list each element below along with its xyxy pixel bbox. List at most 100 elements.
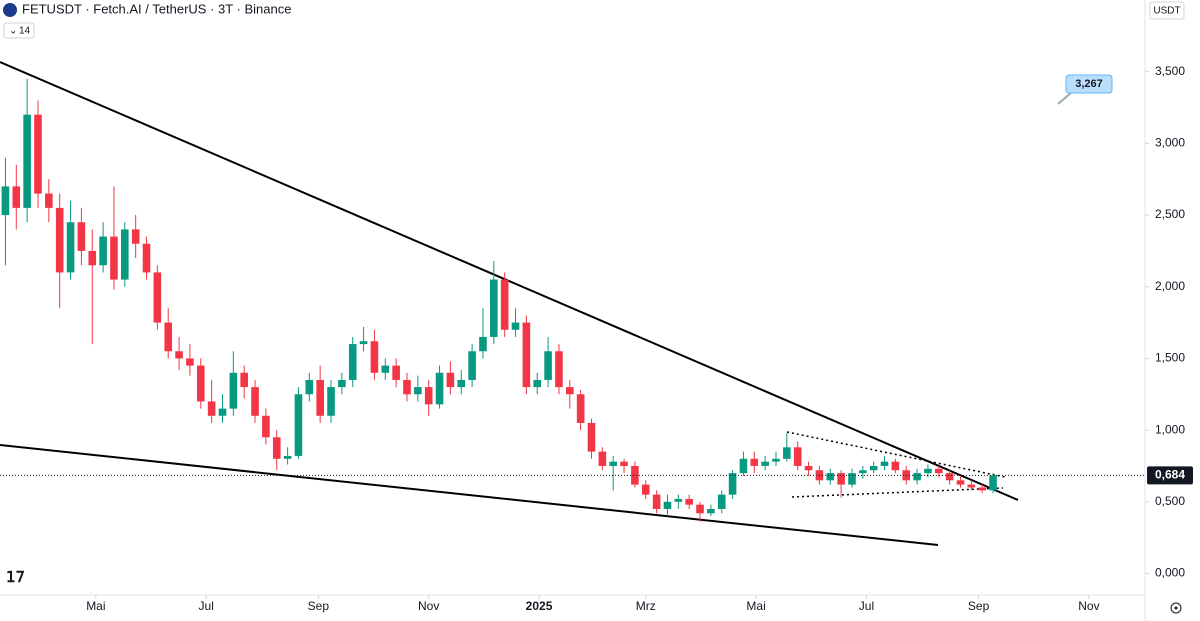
candle-body xyxy=(12,186,21,208)
candle-body xyxy=(392,365,400,380)
candle-body xyxy=(967,484,976,488)
candle-body xyxy=(924,468,932,474)
indicator-box[interactable] xyxy=(3,22,35,39)
candle-body xyxy=(66,222,75,273)
candle-body xyxy=(880,461,889,466)
candle-body xyxy=(761,461,769,466)
candle-body xyxy=(511,322,520,330)
candle-body xyxy=(305,379,314,395)
candle-body xyxy=(565,387,574,395)
x-tick-label: Mai xyxy=(746,599,765,613)
candle-body xyxy=(131,229,140,244)
candle-body xyxy=(533,379,542,388)
candle-body xyxy=(631,465,639,485)
currency-box[interactable] xyxy=(1149,1,1185,20)
candle-body xyxy=(772,458,780,462)
y-tick-label: 3,500 xyxy=(1155,64,1185,78)
candle-body xyxy=(110,236,118,280)
x-tick-label: Mai xyxy=(86,599,105,613)
candle-body xyxy=(370,341,379,373)
x-tick-label: Jul xyxy=(859,599,874,613)
candle-body xyxy=(500,279,509,330)
y-tick-label: 2,000 xyxy=(1155,279,1185,293)
x-tick-label: Jul xyxy=(199,599,214,613)
candle-body xyxy=(891,461,900,471)
candle-body xyxy=(435,372,444,405)
candle-body xyxy=(262,415,270,438)
candle-body xyxy=(359,341,368,345)
candle-body xyxy=(23,114,31,208)
candle-body xyxy=(750,458,759,466)
candle-body xyxy=(717,494,726,509)
y-tick-label: 0,000 xyxy=(1155,566,1185,580)
candle-body xyxy=(522,322,531,388)
candle-body xyxy=(587,422,596,452)
trendline-upper xyxy=(0,61,1019,501)
candle-body xyxy=(55,207,64,273)
last-price-box xyxy=(1147,466,1193,485)
candle-body xyxy=(403,379,411,395)
y-tick-label: 1,000 xyxy=(1155,422,1185,436)
candle-body xyxy=(196,365,205,402)
trendline-lower xyxy=(0,444,939,546)
x-tick-label: Nov xyxy=(418,599,439,613)
candle-body xyxy=(34,114,42,194)
candle-body xyxy=(207,401,216,416)
candle-body xyxy=(77,222,86,251)
candle-body xyxy=(728,473,737,495)
candle-body xyxy=(348,344,357,380)
candle-body xyxy=(479,336,487,352)
x-tick-label: Sep xyxy=(968,599,990,613)
candle-body xyxy=(251,387,259,416)
last-price-label: 0,684 xyxy=(1155,468,1185,482)
y-tick-label: 1,500 xyxy=(1155,351,1185,365)
triangle-lower xyxy=(791,487,1004,498)
candle-body xyxy=(283,455,292,459)
candle-body xyxy=(424,387,433,405)
candle-body xyxy=(142,243,151,273)
candle-body xyxy=(490,279,498,337)
candle-body xyxy=(945,473,954,481)
x-tick-label: Mrz xyxy=(636,599,656,613)
y-tick-label: 2,500 xyxy=(1155,207,1185,221)
candle-body xyxy=(327,387,335,416)
candle-body xyxy=(381,365,390,373)
candle-body xyxy=(837,473,845,485)
x-tick-label: Nov xyxy=(1078,599,1099,613)
candle-body xyxy=(414,387,422,395)
currency-label: USDT xyxy=(1153,6,1180,17)
candle-body xyxy=(272,437,281,459)
candle-body xyxy=(88,250,97,266)
candle-body xyxy=(446,372,455,388)
candle-body xyxy=(555,351,563,388)
annotation-text: 3,267 xyxy=(1075,78,1103,90)
candle-body xyxy=(739,458,748,474)
candle-body xyxy=(652,494,661,509)
candle-body xyxy=(164,322,173,352)
candle-body xyxy=(685,498,693,505)
triangle-upper xyxy=(786,431,1006,478)
candle-body xyxy=(576,394,585,423)
candle-body xyxy=(674,498,683,502)
candle-body xyxy=(229,372,238,409)
y-tick-label: 3,000 xyxy=(1155,136,1185,150)
candle-body xyxy=(153,272,162,323)
candle-body xyxy=(989,475,997,491)
candle-body xyxy=(804,465,813,471)
candle-body xyxy=(859,470,867,474)
x-tick-label: Sep xyxy=(308,599,330,613)
symbol-icon xyxy=(3,3,17,17)
candle-body xyxy=(468,351,476,380)
candle-body xyxy=(609,461,617,466)
indicator-value: 14 xyxy=(19,26,31,37)
candle-body xyxy=(848,473,856,485)
candle-body xyxy=(1,186,10,216)
candle-body xyxy=(913,473,921,481)
candle-body xyxy=(45,193,53,208)
settings-icon[interactable] xyxy=(1170,602,1182,614)
candle-body xyxy=(338,379,346,388)
candle-body xyxy=(544,351,552,380)
